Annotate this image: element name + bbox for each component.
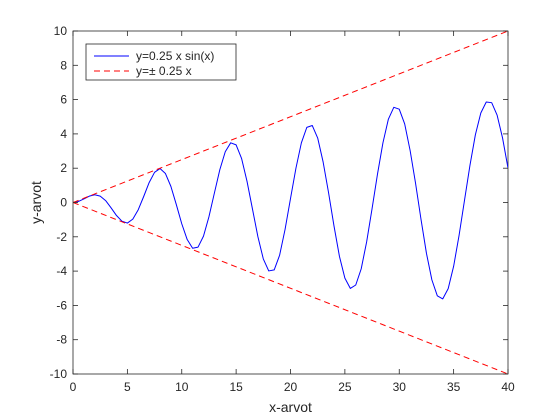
series-negative-envelope-line [73, 202, 508, 374]
legend-box [85, 43, 237, 81]
y-axis-label: y-arvot [28, 181, 44, 224]
y-tick-label: 0 [60, 196, 67, 210]
y-tick-label: -10 [50, 367, 68, 381]
x-tick-label: 20 [284, 380, 298, 394]
y-tick-label: -2 [56, 230, 67, 244]
y-tick-label: 6 [60, 93, 67, 107]
legend: y=0.25 x sin(x)y=± 0.25 x [85, 43, 237, 81]
x-tick-label: 0 [70, 380, 77, 394]
series-sine-line [73, 101, 508, 300]
x-tick-label: 25 [338, 380, 352, 394]
x-tick-label: 30 [393, 380, 407, 394]
plot-frame [72, 30, 509, 375]
legend-label-envelope: y=± 0.25 x [136, 64, 192, 78]
data-layer [73, 31, 508, 374]
x-tick-label: 10 [175, 380, 189, 394]
x-tick-label: 15 [229, 380, 243, 394]
x-axis-label: x-arvot [269, 399, 312, 415]
y-tick-label: -4 [56, 264, 67, 278]
y-tick-label: -8 [56, 333, 67, 347]
y-tick-label: 8 [60, 58, 67, 72]
y-tick-label: -6 [56, 298, 67, 312]
legend-label-sine: y=0.25 x sin(x) [136, 49, 214, 63]
y-tick-label: 4 [60, 127, 67, 141]
x-tick-label: 40 [501, 380, 515, 394]
series-positive-envelope-line [73, 31, 508, 203]
y-tick-label: 10 [54, 24, 68, 38]
x-tick-label: 5 [124, 380, 131, 394]
y-tick-label: 2 [60, 161, 67, 175]
x-tick-label: 35 [447, 380, 461, 394]
